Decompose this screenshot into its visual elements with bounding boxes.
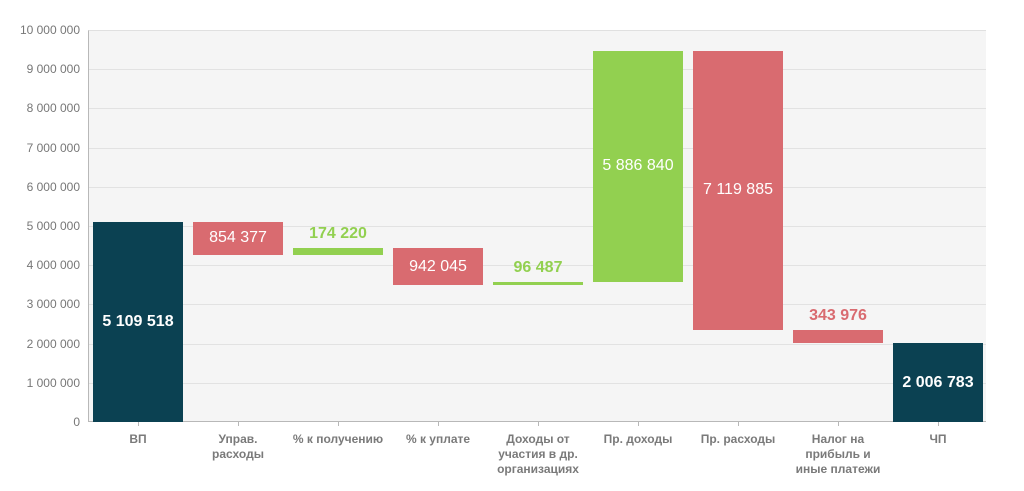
- bar-5[interactable]: [593, 50, 683, 282]
- bar-value-label: 942 045: [409, 257, 467, 275]
- x-category-label: % к получению: [292, 432, 384, 446]
- x-category-label: Налог на прибыль и иные платежи: [795, 432, 881, 476]
- bar-0[interactable]: [93, 221, 183, 422]
- y-tick-label: 8 000 000: [26, 101, 80, 116]
- y-tick-label: 2 000 000: [26, 336, 80, 351]
- bar-4[interactable]: [493, 281, 583, 286]
- x-tick: [238, 422, 239, 426]
- x-category-label: Доходы от участия в др. организациях: [497, 432, 579, 476]
- gridline: [89, 69, 986, 71]
- x-tick: [738, 422, 739, 426]
- bar-value-label: 5 109 518: [102, 312, 174, 330]
- gridline: [89, 226, 986, 227]
- bar-1[interactable]: [193, 221, 283, 256]
- x-tick: [538, 422, 539, 426]
- bar-value-label: 854 377: [209, 229, 267, 247]
- y-tick-label: 4 000 000: [26, 258, 80, 273]
- y-tick-label: 3 000 000: [26, 297, 80, 312]
- y-tick-label: 9 000 000: [26, 62, 80, 77]
- y-tick-label: 5 000 000: [26, 219, 80, 233]
- bar-6[interactable]: [693, 50, 783, 330]
- bar-3[interactable]: [393, 248, 483, 286]
- x-category-label: Пр. доходы: [603, 432, 673, 446]
- gridline: [89, 147, 986, 149]
- y-tick-label: 7 000 000: [26, 140, 80, 155]
- x-tick: [338, 422, 339, 426]
- x-category-label: Управ. расходы: [212, 432, 264, 461]
- x-category-label: % к уплате: [405, 432, 471, 446]
- bar-value-label: 343 976: [809, 306, 867, 324]
- x-category-label: ВП: [129, 432, 147, 446]
- bar-value-label: 96 487: [513, 258, 563, 276]
- bar-2[interactable]: [293, 248, 383, 256]
- bar-value-label: 2 006 783: [902, 373, 974, 391]
- gridline: [89, 186, 986, 188]
- x-tick: [938, 422, 939, 426]
- x-tick: [138, 422, 139, 426]
- y-tick-label: 1 000 000: [26, 375, 80, 390]
- bar-value-label: 174 220: [309, 225, 367, 243]
- x-category-label: Пр. расходы: [700, 432, 776, 446]
- x-tick: [438, 422, 439, 426]
- y-tick-label: 0: [73, 415, 80, 429]
- bar-value-label: 5 886 840: [602, 157, 674, 175]
- bar-8[interactable]: [893, 343, 983, 422]
- bar-value-label: 7 119 885: [703, 181, 773, 199]
- bar-7[interactable]: [793, 329, 883, 344]
- y-tick-label: 6 000 000: [26, 179, 80, 194]
- x-category-label: ЧП: [929, 432, 947, 446]
- gridline: [89, 304, 986, 306]
- y-tick-label: 10 000 000: [19, 23, 80, 37]
- gridline: [89, 382, 986, 384]
- gridline: [89, 343, 986, 345]
- gridline: [89, 265, 986, 267]
- x-tick: [838, 422, 839, 426]
- x-tick: [638, 422, 639, 426]
- gridline: [89, 108, 986, 110]
